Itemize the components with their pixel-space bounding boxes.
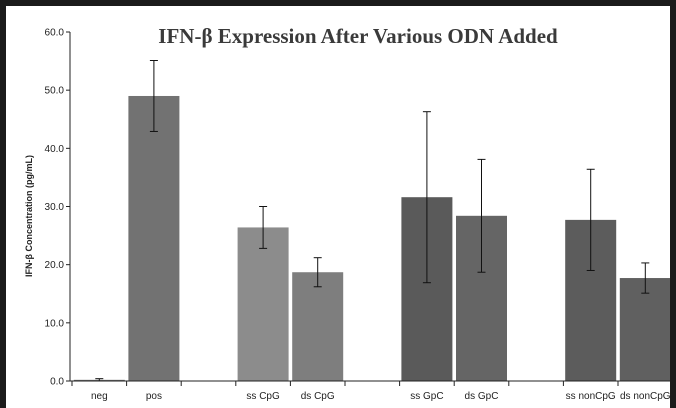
chart: IFN-β Expression After Various ODN Added…	[24, 24, 670, 402]
bar	[619, 278, 670, 381]
x-tick-label: neg	[91, 391, 108, 402]
x-tick-label: pos	[146, 391, 162, 402]
y-tick-label: 0.0	[50, 377, 64, 388]
y-tick-label: 50.0	[45, 86, 65, 97]
chart-title: IFN-β Expression After Various ODN Added	[158, 24, 558, 48]
y-tick-label: 10.0	[45, 318, 65, 329]
bar	[128, 95, 180, 381]
y-tick-label: 60.0	[45, 28, 65, 39]
x-tick-label: ds nonCpG	[620, 391, 670, 402]
y-axis-label: IFN-β Concentration (pg/mL)	[24, 155, 34, 277]
x-tick-label: ss GpC	[410, 391, 443, 402]
x-tick-label: ds CpG	[301, 391, 335, 402]
x-tick-label: ss nonCpG	[566, 391, 616, 402]
y-tick-label: 20.0	[45, 260, 65, 271]
chart-frame: IFN-β Expression After Various ODN Added…	[6, 6, 670, 408]
bar	[237, 227, 289, 381]
x-tick-label: ss CpG	[246, 391, 280, 402]
x-tick-label: ds GpC	[465, 391, 499, 402]
y-tick-label: 30.0	[45, 202, 65, 213]
y-tick-label: 40.0	[45, 144, 65, 155]
bar	[292, 272, 344, 381]
plot-area: 0.0 10.0 20.0 30.0 40.0 50.0 60.0 neg pos ss CpG d…	[45, 28, 670, 402]
